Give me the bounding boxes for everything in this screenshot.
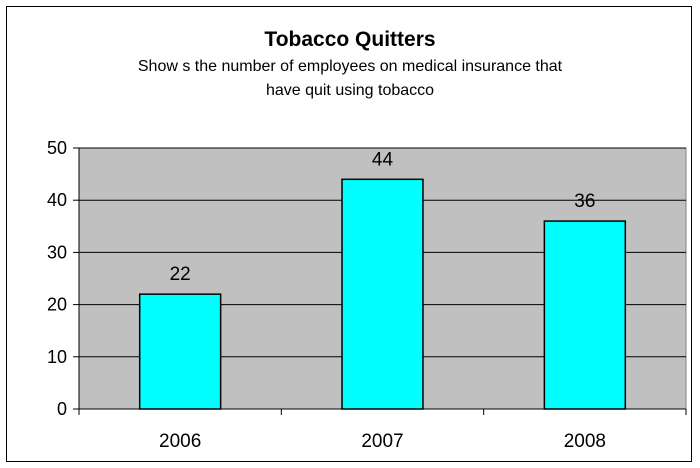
y-tick-label: 40 [47, 190, 67, 210]
data-label-2007: 44 [372, 149, 394, 170]
data-labels: 22 44 36 [170, 149, 596, 285]
x-tick-label-2007: 2007 [361, 431, 403, 452]
x-tick-labels: 2006 2007 2008 [159, 431, 606, 452]
y-tick-label: 50 [47, 138, 67, 158]
bar-2006 [138, 293, 222, 410]
bar-2008 [543, 220, 627, 410]
bar-2007 [341, 178, 424, 410]
x-tick-label-2008: 2008 [564, 431, 606, 452]
y-tick-label: 0 [57, 399, 67, 419]
axes [73, 147, 687, 415]
y-tick-label: 20 [47, 295, 67, 315]
x-tick-label-2006: 2006 [159, 431, 201, 452]
chart-subtitle-line-1: Show s the number of employees on medica… [137, 58, 563, 75]
chart-subtitle-line-2: have quit using tobacco [265, 82, 435, 99]
y-tick-labels: 0 10 20 30 40 50 [47, 138, 67, 419]
chart-title: Tobacco Quitters [264, 28, 436, 51]
data-label-2008: 36 [574, 191, 595, 212]
y-tick-label: 30 [47, 242, 67, 262]
y-tick-label: 10 [47, 347, 67, 367]
chart-subtitle: Show s the number of employees on medica… [0, 55, 700, 103]
data-label-2006: 22 [170, 264, 191, 285]
